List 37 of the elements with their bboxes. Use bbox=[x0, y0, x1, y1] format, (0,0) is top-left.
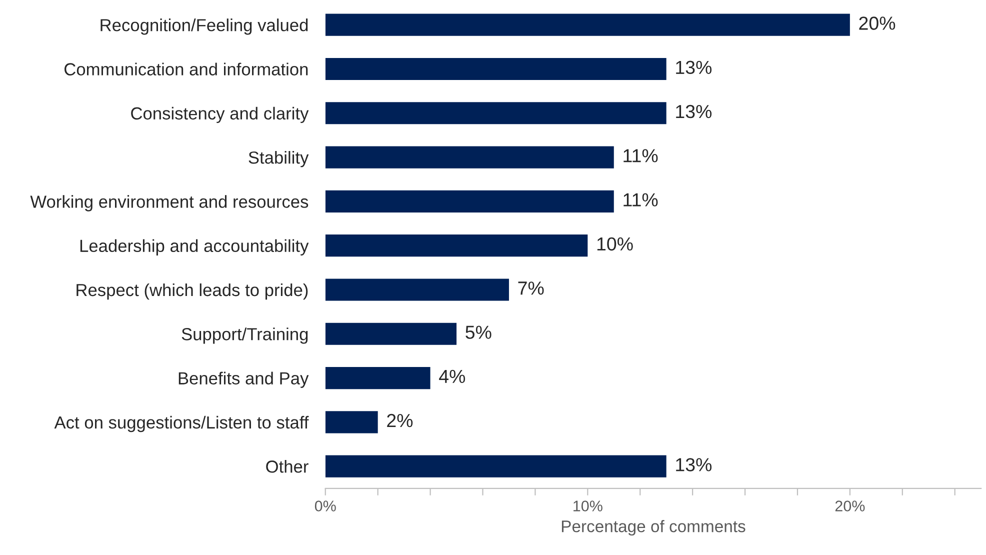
bar bbox=[325, 102, 666, 124]
data-label: 13% bbox=[676, 60, 712, 74]
data-label: 13% bbox=[676, 458, 712, 472]
bar bbox=[325, 146, 614, 168]
y-tick-label: Benefits and Pay bbox=[178, 372, 309, 388]
bar bbox=[325, 366, 430, 390]
y-tick-label: Support/Training bbox=[182, 328, 308, 344]
bar bbox=[325, 411, 378, 434]
data-label: 5% bbox=[466, 326, 492, 339]
data-label: 4% bbox=[439, 370, 466, 383]
data-label: 11% bbox=[624, 193, 658, 206]
data-label: 10% bbox=[597, 237, 633, 251]
data-label: 11% bbox=[624, 149, 658, 162]
bar bbox=[325, 234, 588, 257]
y-tick-label: Other bbox=[266, 460, 308, 473]
y-tick-label: Working environment and resources bbox=[30, 195, 308, 212]
bar bbox=[325, 58, 666, 80]
y-tick-label: Act on suggestions/Listen to staff bbox=[54, 416, 309, 432]
x-tick-label: 0% bbox=[314, 500, 336, 512]
y-tick-label: Consistency and clarity bbox=[131, 106, 309, 124]
y-tick-label: Communication and information bbox=[64, 62, 308, 76]
data-label: 2% bbox=[387, 414, 413, 428]
bar bbox=[325, 190, 614, 212]
data-label: 13% bbox=[676, 104, 712, 118]
data-label: 20% bbox=[859, 16, 896, 30]
data-label: 7% bbox=[518, 282, 544, 295]
y-tick-label: Respect (which leads to pride) bbox=[76, 283, 308, 300]
bar bbox=[325, 322, 457, 345]
y-tick-label: Leadership and accountability bbox=[80, 239, 309, 256]
x-axis-title: Percentage of comments bbox=[562, 520, 746, 536]
bar bbox=[325, 14, 850, 36]
bar bbox=[325, 455, 666, 478]
y-tick-label: Stability bbox=[248, 151, 309, 168]
y-tick-label: Recognition/Feeling valued bbox=[100, 18, 308, 35]
bar bbox=[325, 278, 509, 301]
x-tick-label: 10% bbox=[574, 500, 602, 512]
x-tick-label: 20% bbox=[835, 500, 865, 512]
